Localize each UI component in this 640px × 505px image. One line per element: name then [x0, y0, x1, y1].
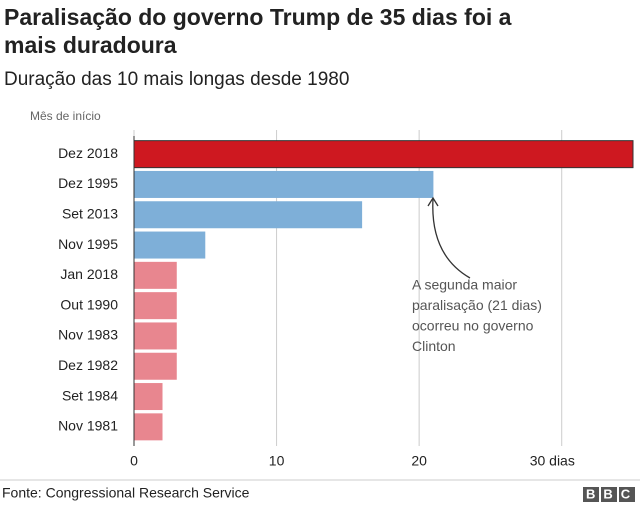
- bar: [134, 322, 177, 350]
- bar: [134, 292, 177, 320]
- bar: [134, 201, 363, 229]
- x-tick-label: 20: [411, 453, 427, 469]
- y-tick-label: Dez 1995: [58, 175, 118, 191]
- y-tick-label: Set 1984: [62, 387, 118, 403]
- bar: [134, 413, 163, 441]
- logo: BBC: [586, 486, 638, 501]
- axis-label: Mês de início: [30, 109, 101, 123]
- y-tick-label: Nov 1995: [58, 236, 118, 252]
- annotation-line: Clinton: [412, 338, 456, 354]
- y-tick-label: Jan 2018: [60, 266, 118, 282]
- chart-title: mais duradoura: [4, 32, 177, 58]
- bar: [134, 261, 177, 289]
- annotation-arrow: [432, 198, 471, 279]
- bar: [134, 231, 206, 259]
- y-tick-label: Nov 1981: [58, 418, 118, 434]
- annotation-line: A segunda maior: [412, 277, 517, 293]
- chart-title: Paralisação do governo Trump de 35 dias …: [4, 4, 512, 30]
- logo-box: [583, 487, 599, 502]
- y-tick-label: Set 2013: [62, 205, 118, 221]
- y-tick-label: Nov 1983: [58, 327, 118, 343]
- y-tick-label: Dez 2018: [58, 145, 118, 161]
- bar: [134, 383, 163, 411]
- annotation: A segunda maior paralisação (21 dias) ocor…: [412, 277, 542, 355]
- y-tick-label: Dez 1982: [58, 357, 118, 373]
- x-tick-label: 30 dias: [530, 453, 575, 469]
- bar: [134, 352, 177, 380]
- bars: Dez 2018 Dez 1995 Set 2013 Nov 1995 Jan 2018…: [58, 136, 634, 446]
- logo-box: [619, 487, 635, 502]
- annotation-line: paralisação (21 dias): [412, 297, 542, 313]
- arrow-head: [427, 196, 439, 207]
- y-tick-label: Out 1990: [60, 296, 118, 312]
- source: Fonte: Congressional Research Service: [2, 485, 250, 501]
- x-tick-label: 0: [130, 453, 138, 469]
- x-tick-label: 10: [269, 453, 285, 469]
- logo-box: [601, 487, 617, 502]
- annotation-line: ocorreu no governo: [412, 318, 534, 334]
- bar: [134, 170, 434, 198]
- chart-subtitle: Duração das 10 mais longas desde 1980: [4, 69, 349, 90]
- bar: [133, 140, 634, 169]
